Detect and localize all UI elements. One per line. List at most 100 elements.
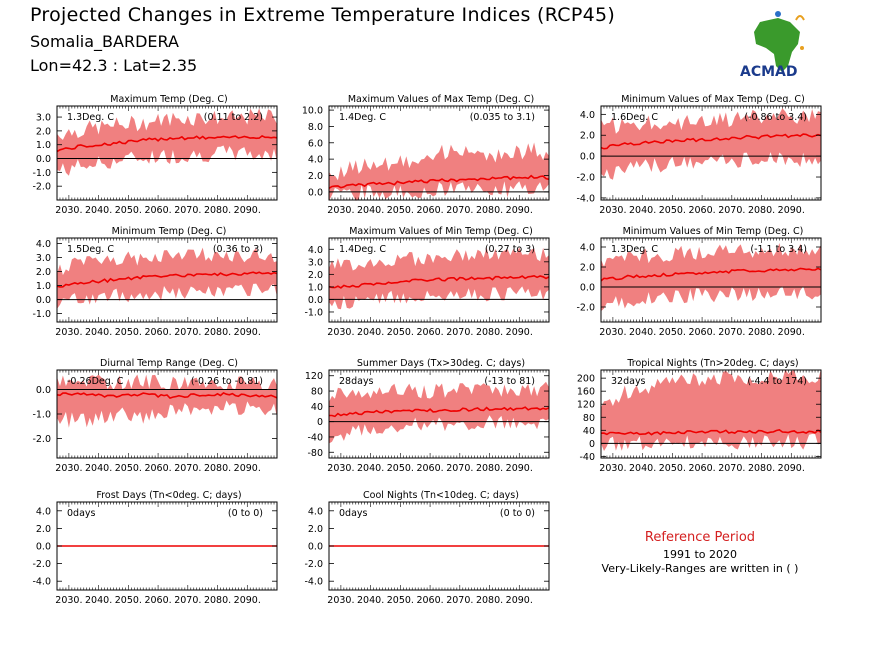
chart-title: Diurnal Temp Range (Deg. C) [100, 358, 238, 369]
x-tick-label: 2050. [659, 327, 686, 338]
y-tick-label: 1.0 [36, 281, 51, 292]
x-tick-label: 2080. [748, 463, 775, 474]
likely-range-label: (0.27 to 3) [485, 244, 535, 255]
y-tick-label: 2.0 [308, 270, 323, 281]
x-tick-label: 2060. [416, 327, 443, 338]
x-tick-label: 2080. [204, 463, 231, 474]
x-tick-label: 2090. [234, 327, 261, 338]
x-tick-label: 2070. [718, 463, 745, 474]
x-tick-label: 2070. [446, 595, 473, 606]
median-change-label: 0days [339, 508, 368, 519]
chart-title: Maximum Values of Min Temp (Deg. C) [349, 226, 533, 237]
x-tick-label: 2080. [748, 205, 775, 216]
likely-range-label: (-0.86 to 3.4) [744, 112, 807, 123]
x-tick-label: 2050. [387, 463, 414, 474]
median-change-label: 1.4Deg. C [339, 244, 386, 255]
acmad-logo-text: ACMAD [740, 64, 798, 80]
chart-title: Minimum Values of Min Temp (Deg. C) [623, 226, 804, 237]
x-tick-label: 2050. [115, 205, 142, 216]
location-label: Somalia_BARDERA [30, 32, 179, 51]
median-line [600, 429, 822, 436]
x-tick-label: 2060. [144, 463, 171, 474]
median-change-label: 1.6Deg. C [611, 112, 658, 123]
range-band [329, 381, 549, 444]
x-tick-label: 2090. [506, 595, 533, 606]
likely-range-label: (-13 to 81) [484, 376, 535, 387]
x-tick-label: 2030. [327, 463, 354, 474]
y-tick-label: 40 [583, 426, 595, 437]
x-tick-label: 2070. [174, 205, 201, 216]
reference-period-note: Very-Likely-Ranges are written in ( ) [601, 562, 799, 575]
median-line [329, 406, 550, 418]
x-tick-label: 2090. [778, 327, 805, 338]
x-tick-label: 2090. [234, 205, 261, 216]
y-tick-label: 4.0 [308, 245, 323, 256]
chart-title: Minimum Temp (Deg. C) [112, 226, 227, 237]
y-tick-label: 0.0 [580, 152, 595, 163]
likely-range-label: (0 to 0) [500, 508, 535, 519]
x-tick-label: 2030. [55, 327, 82, 338]
y-tick-label: 0.0 [36, 295, 51, 306]
x-tick-label: 2080. [204, 327, 231, 338]
median-change-label: 32days [611, 376, 646, 387]
y-tick-label: 4.0 [308, 155, 323, 166]
x-tick-label: 2030. [55, 595, 82, 606]
y-tick-label: 0.0 [308, 542, 323, 553]
median-line [56, 134, 278, 153]
y-tick-label: -2.0 [32, 434, 51, 445]
x-tick-label: 2060. [416, 463, 443, 474]
median-change-label: 1.3Deg. C [611, 244, 658, 255]
median-change-label: 0days [67, 508, 96, 519]
median-line [56, 391, 278, 400]
y-tick-label: 2.0 [308, 524, 323, 535]
y-tick-label: 2.0 [580, 263, 595, 274]
x-tick-label: 2070. [446, 463, 473, 474]
chart-title: Maximum Values of Max Temp (Deg. C) [348, 94, 534, 105]
y-tick-label: 10.0 [302, 106, 323, 117]
x-tick-label: 2080. [204, 595, 231, 606]
y-tick-label: -4.0 [32, 577, 51, 588]
x-tick-label: 2070. [174, 463, 201, 474]
x-tick-label: 2050. [659, 205, 686, 216]
x-tick-label: 2050. [115, 595, 142, 606]
y-tick-label: 8.0 [308, 122, 323, 133]
x-tick-label: 2030. [599, 327, 626, 338]
x-tick-label: 2080. [476, 205, 503, 216]
chart-title: Summer Days (Tx>30deg. C; days) [357, 358, 525, 369]
likely-range-label: (0.035 to 3.1) [470, 112, 535, 123]
y-tick-label: -1.0 [32, 410, 51, 421]
chart-title: Frost Days (Tn<0deg. C; days) [96, 490, 241, 501]
x-tick-label: 2090. [506, 205, 533, 216]
likely-range-label: (0 to 0) [228, 508, 263, 519]
y-tick-label: 0 [317, 417, 323, 428]
reference-period-title: Reference Period [644, 530, 756, 545]
x-tick-label: 2040. [357, 463, 384, 474]
acmad-logo [754, 11, 805, 72]
y-tick-label: -2.0 [304, 559, 323, 570]
x-tick-label: 2070. [174, 595, 201, 606]
x-tick-label: 2040. [85, 205, 112, 216]
x-tick-label: 2050. [387, 595, 414, 606]
x-tick-label: 2050. [659, 463, 686, 474]
y-tick-label: 4.0 [308, 506, 323, 517]
x-tick-label: 2040. [357, 595, 384, 606]
y-tick-label: 120 [577, 400, 595, 411]
x-tick-label: 2070. [718, 327, 745, 338]
median-line [328, 174, 550, 189]
x-tick-label: 2080. [476, 327, 503, 338]
x-tick-label: 2030. [55, 463, 82, 474]
y-tick-label: 2.0 [36, 267, 51, 278]
y-tick-label: -4.0 [304, 577, 323, 588]
likely-range-label: (0.36 to 3) [213, 244, 263, 255]
y-tick-label: 3.0 [36, 253, 51, 264]
likely-range-label: (0.11 to 2.2) [204, 112, 263, 123]
y-tick-label: -4.0 [576, 193, 595, 204]
median-change-label: 1.4Deg. C [339, 112, 386, 123]
x-tick-label: 2060. [416, 205, 443, 216]
y-tick-label: 4.0 [36, 506, 51, 517]
y-tick-label: 2.0 [580, 131, 595, 142]
x-tick-label: 2070. [174, 327, 201, 338]
chart-title: Cool Nights (Tn<10deg. C; days) [363, 490, 519, 501]
x-tick-label: 2040. [357, 327, 384, 338]
